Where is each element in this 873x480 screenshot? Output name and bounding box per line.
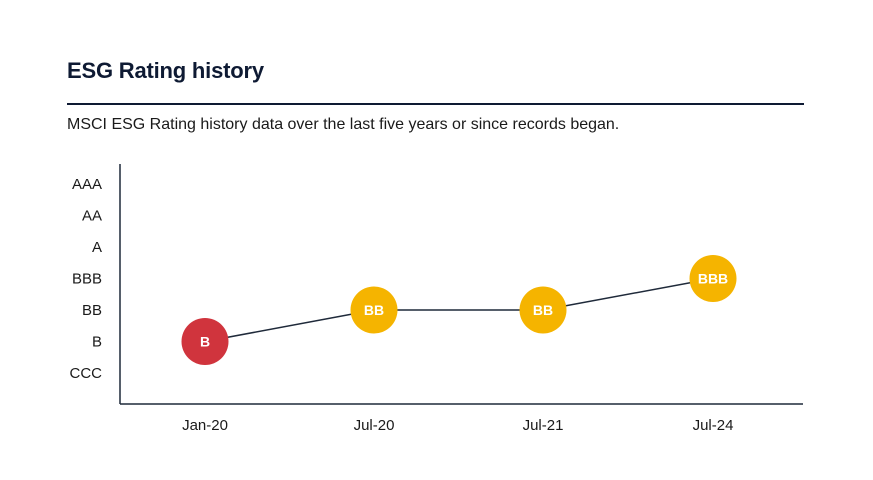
y-tick-label: B bbox=[92, 334, 102, 351]
x-tick-label: Jul-24 bbox=[693, 417, 734, 434]
rating-marker bbox=[181, 318, 229, 365]
rating-data-label: BBB bbox=[698, 271, 728, 287]
rating-point: BBB bbox=[689, 255, 737, 302]
y-tick-label: A bbox=[92, 239, 102, 256]
rating-point: BB bbox=[519, 286, 567, 334]
y-tick-label: AAA bbox=[72, 176, 102, 193]
x-tick-label: Jul-20 bbox=[354, 417, 395, 434]
x-tick-label: Jan-20 bbox=[182, 417, 228, 434]
rating-marker bbox=[519, 286, 567, 334]
series-segment bbox=[542, 277, 714, 311]
rating-data-label: BB bbox=[533, 302, 553, 318]
x-axis-labels: Jan-20 Jul-20 Jul-21 Jul-24 bbox=[182, 417, 733, 434]
series-line bbox=[204, 277, 714, 343]
rating-marker bbox=[350, 286, 398, 334]
y-tick-label: BBB bbox=[72, 271, 102, 288]
x-tick-label: Jul-21 bbox=[523, 417, 564, 434]
series-segment bbox=[204, 309, 375, 343]
chart-title: ESG Rating history bbox=[67, 58, 264, 83]
y-tick-label: CCC bbox=[70, 365, 103, 382]
y-tick-label: BB bbox=[82, 302, 102, 319]
rating-point: BB bbox=[350, 286, 398, 334]
rating-data-label: BB bbox=[364, 302, 384, 318]
title-divider bbox=[67, 103, 804, 105]
chart-axes bbox=[119, 164, 803, 405]
rating-data-label: B bbox=[200, 334, 210, 350]
chart-subtitle: MSCI ESG Rating history data over the la… bbox=[67, 116, 620, 133]
y-tick-label: AA bbox=[82, 208, 102, 225]
rating-point: B bbox=[181, 318, 229, 365]
rating-marker bbox=[689, 255, 737, 302]
